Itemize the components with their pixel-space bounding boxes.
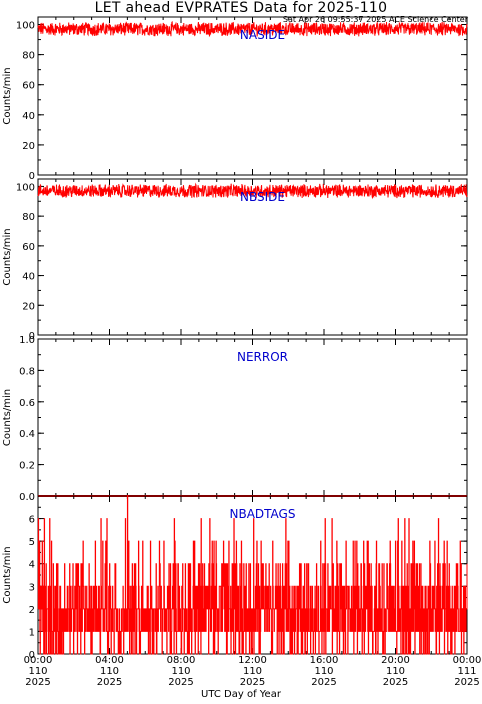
xtick-time-2: 08:00 [167,655,196,666]
ytick-label-3-3: 3 [29,582,35,593]
series-line-3 [37,495,468,655]
xtick-time-6: 00:00 [453,655,482,666]
ytick-label-3-1: 1 [29,627,35,638]
ylabel-3: Counts/min [2,546,13,603]
ytick-label-0-1: 20 [22,141,35,152]
ytick-label-0-0: 0 [29,171,35,182]
ytick-label-2-4: 0.8 [19,366,35,377]
panel-label-0: NASIDE [240,28,285,42]
ytick-label-2-1: 0.2 [19,461,35,472]
timestamp: Sat Apr 26 09:55:37 2025 ACE Science Cen… [282,15,468,24]
xtick-doy-0: 110 [28,666,47,677]
xlabel: UTC Day of Year [201,689,282,700]
ytick-label-0-4: 80 [22,51,35,62]
ytick-label-3-5: 5 [29,537,35,548]
xtick-time-1: 04:00 [95,655,124,666]
ytick-label-1-0: 0 [29,331,35,342]
ytick-label-1-1: 20 [22,301,35,312]
xtick-year-1: 2025 [97,677,122,688]
xtick-year-6: 2025 [454,677,479,688]
xtick-doy-4: 110 [314,666,333,677]
xtick-doy-2: 110 [171,666,190,677]
page-title: LET ahead EVPRATES Data for 2025-110 [94,0,388,16]
xtick-year-2: 2025 [168,677,193,688]
xtick-time-4: 16:00 [310,655,339,666]
xtick-year-0: 2025 [25,677,50,688]
ylabel-2: Counts/min [2,389,13,446]
ytick-label-3-4: 4 [29,560,35,571]
ytick-label-1-4: 80 [22,212,35,223]
ytick-label-2-3: 0.6 [19,398,35,409]
series-line-1 [37,182,468,200]
ytick-label-1-3: 60 [22,242,35,253]
ytick-label-2-5: 1.0 [19,335,35,346]
ytick-label-3-0: 0 [29,650,35,661]
xtick-doy-6: 111 [457,666,476,677]
ylabel-0: Counts/min [2,67,13,124]
xtick-year-5: 2025 [383,677,408,688]
ytick-label-0-3: 60 [22,81,35,92]
ytick-label-2-2: 0.4 [19,429,35,440]
xtick-time-3: 12:00 [238,655,267,666]
series-line-0 [37,21,468,38]
ytick-label-0-2: 40 [22,111,35,122]
xtick-year-3: 2025 [240,677,265,688]
panel-label-1: NBSIDE [240,190,285,204]
xtick-time-5: 20:00 [381,655,410,666]
xtick-time-0: 00:00 [24,655,53,666]
ytick-label-1-2: 40 [22,272,35,283]
xtick-year-4: 2025 [311,677,336,688]
ytick-label-3-2: 2 [29,605,35,616]
panel-label-2: NERROR [237,350,288,364]
ytick-label-1-5: 100 [16,182,35,193]
xtick-doy-3: 110 [243,666,262,677]
ytick-label-3-6: 6 [29,515,35,526]
ytick-label-0-5: 100 [16,21,35,32]
panel-label-3: NBADTAGS [230,507,296,521]
ytick-label-2-0: 0.0 [19,492,35,503]
xtick-doy-5: 110 [386,666,405,677]
ylabel-1: Counts/min [2,228,13,285]
xtick-doy-1: 110 [100,666,119,677]
